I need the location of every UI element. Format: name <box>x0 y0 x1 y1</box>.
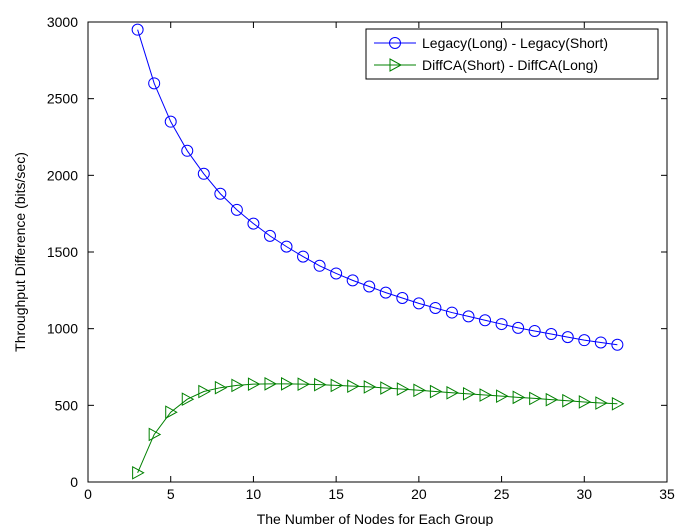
legend-box <box>365 28 659 80</box>
data-point <box>264 377 278 391</box>
data-point <box>496 389 509 403</box>
data-point <box>165 405 178 420</box>
data-point <box>263 229 276 242</box>
y-tick-label: 500 <box>55 397 79 413</box>
data-point <box>231 378 244 393</box>
data-point <box>181 392 195 407</box>
data-point <box>412 297 425 310</box>
data-point <box>479 388 493 402</box>
y-tick-label: 2500 <box>47 91 78 107</box>
data-point <box>198 384 211 399</box>
data-point <box>247 377 261 392</box>
data-point <box>230 203 243 216</box>
x-axis: 0 5 10 15 20 25 30 35 <box>84 22 675 502</box>
data-point <box>594 336 607 349</box>
data-point <box>495 318 508 331</box>
x-tick-label: 25 <box>494 486 510 502</box>
data-point <box>611 338 624 351</box>
data-point <box>214 380 228 395</box>
data-point <box>330 378 344 393</box>
series-line-1 <box>137 383 618 473</box>
y-tick-label: 1000 <box>47 321 78 337</box>
y-tick-label: 1500 <box>47 244 78 260</box>
data-point <box>181 144 194 157</box>
data-point <box>479 314 492 327</box>
data-point <box>314 377 327 392</box>
data-point <box>330 267 343 280</box>
data-point <box>396 382 410 396</box>
legend-marker-diffca <box>389 58 403 72</box>
plot-area <box>87 21 668 483</box>
data-point <box>297 250 310 263</box>
data-point <box>363 280 376 293</box>
data-point <box>528 324 541 337</box>
data-point <box>413 383 426 398</box>
data-point <box>214 187 227 200</box>
x-tick-label: 20 <box>411 486 427 502</box>
legend-label-diffca: DiffCA(Short) - DiffCA(Long) <box>422 57 598 73</box>
data-point <box>562 393 575 408</box>
data-point <box>313 259 326 272</box>
x-axis-label: The Number of Nodes for Each Group <box>257 511 494 526</box>
data-point <box>280 240 293 253</box>
data-point <box>281 377 294 391</box>
data-point <box>164 115 177 128</box>
x-tick-label: 30 <box>576 486 592 502</box>
x-tick-label: 0 <box>84 486 92 502</box>
data-point <box>148 77 161 90</box>
y-tick-label: 0 <box>70 474 78 490</box>
data-point <box>445 306 458 319</box>
x-tick-label: 5 <box>167 486 175 502</box>
data-point <box>446 385 459 400</box>
data-point <box>595 396 608 410</box>
y-tick-label: 2000 <box>47 167 78 183</box>
y-tick-label: 3000 <box>47 14 78 30</box>
data-point <box>247 217 260 230</box>
data-point <box>512 321 525 334</box>
data-point <box>561 331 574 344</box>
data-point <box>429 384 443 399</box>
data-point <box>131 23 144 36</box>
x-tick-label: 15 <box>328 486 344 502</box>
data-point <box>429 301 442 314</box>
data-point <box>347 379 360 394</box>
data-point <box>380 381 393 395</box>
data-point <box>611 396 625 411</box>
data-point <box>529 391 542 406</box>
data-point <box>512 390 526 405</box>
data-point <box>148 427 162 442</box>
series-line-0 <box>137 29 618 346</box>
y-axis-label: Throughput Difference (bits/sec) <box>12 152 28 352</box>
data-point <box>462 386 476 401</box>
data-point <box>462 310 475 323</box>
data-point <box>346 274 359 287</box>
data-point <box>132 465 145 480</box>
data-point <box>379 286 392 299</box>
data-point <box>396 292 409 304</box>
data-point <box>578 334 591 347</box>
series-layer <box>131 23 625 480</box>
x-tick-label: 10 <box>246 486 262 502</box>
data-point <box>545 328 558 341</box>
legend-label-legacy: Legacy(Long) - Legacy(Short) <box>422 35 608 51</box>
data-point <box>297 377 311 392</box>
data-point <box>197 167 210 180</box>
legend-marker-legacy <box>389 37 401 49</box>
legend: Legacy(Long) - Legacy(Short) DiffCA(Shor… <box>365 28 659 80</box>
data-point <box>363 380 377 394</box>
data-point <box>578 395 592 409</box>
y-axis: 0 500 1000 1500 2000 2500 3000 <box>47 14 667 490</box>
x-tick-label: 35 <box>659 486 675 502</box>
data-point <box>545 392 559 407</box>
